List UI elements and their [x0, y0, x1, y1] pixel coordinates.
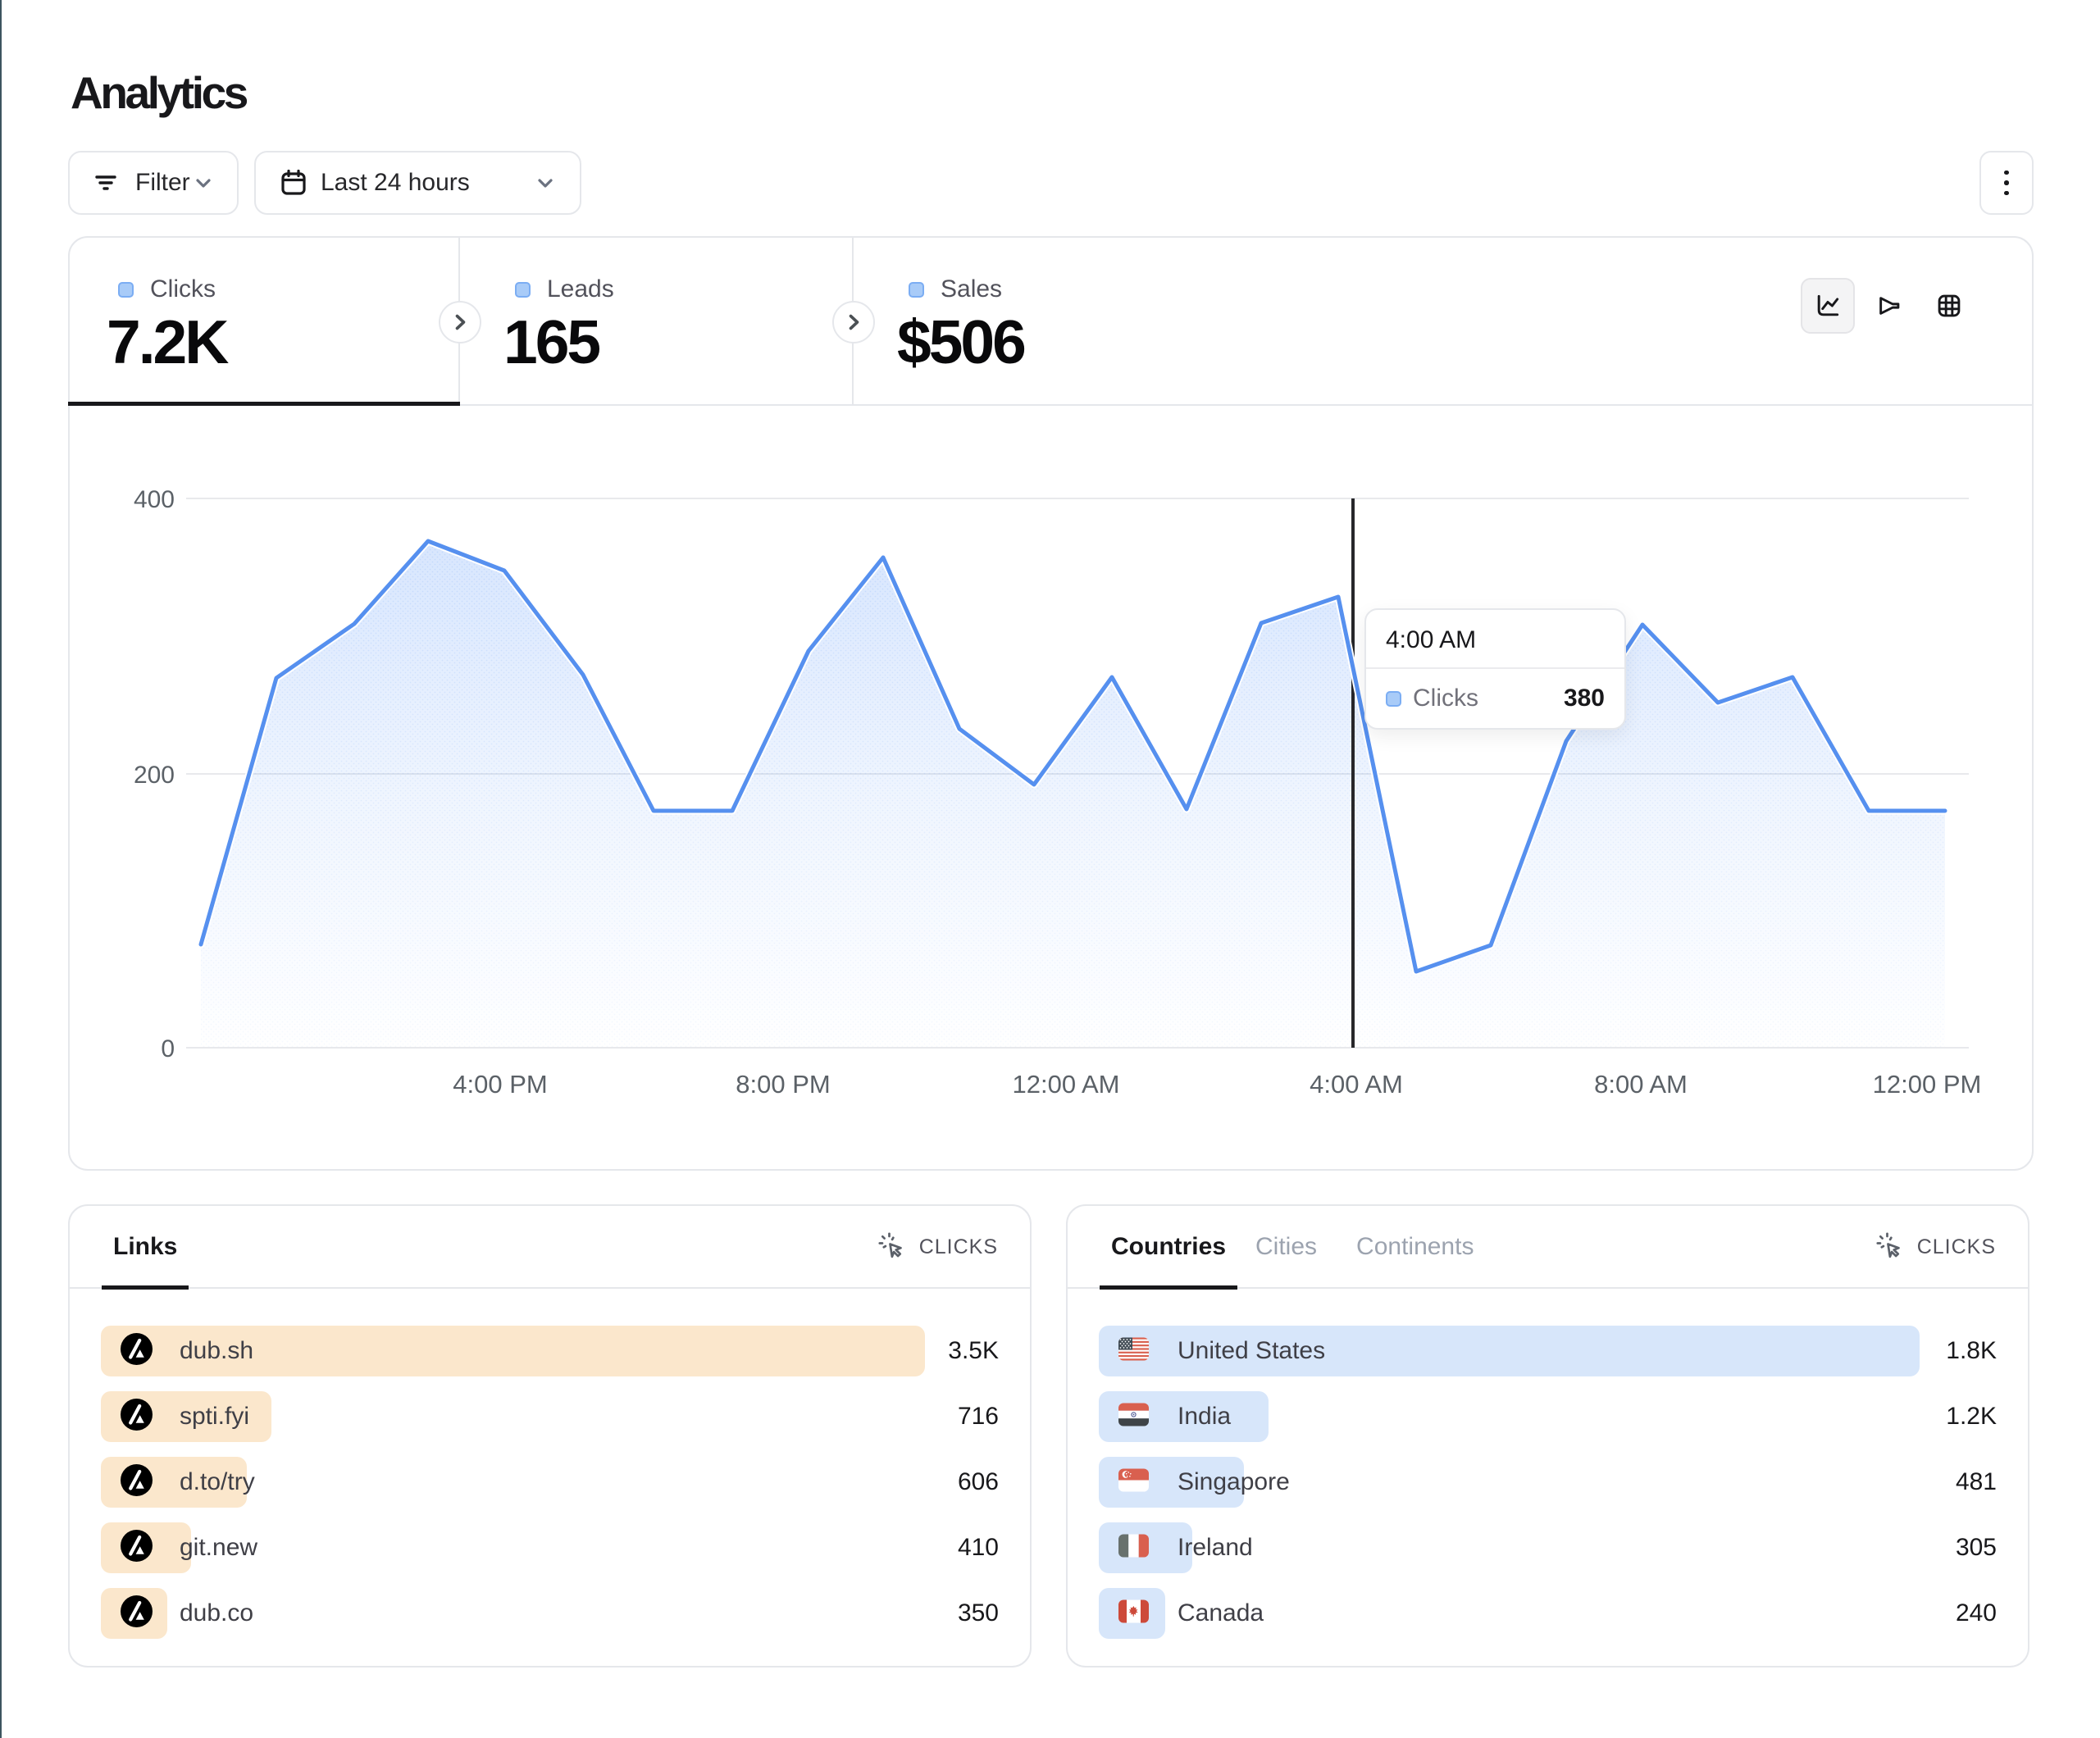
svg-text:12:00 AM: 12:00 AM [1013, 1070, 1120, 1099]
svg-text:400: 400 [134, 486, 175, 513]
svg-text:8:00 PM: 8:00 PM [736, 1070, 830, 1099]
svg-text:12:00 PM: 12:00 PM [1873, 1070, 1982, 1099]
svg-text:4:00 PM: 4:00 PM [453, 1070, 547, 1099]
svg-text:200: 200 [134, 762, 175, 789]
svg-text:4:00 AM: 4:00 AM [1310, 1070, 1403, 1099]
svg-text:0: 0 [161, 1035, 175, 1062]
svg-text:8:00 AM: 8:00 AM [1594, 1070, 1688, 1099]
